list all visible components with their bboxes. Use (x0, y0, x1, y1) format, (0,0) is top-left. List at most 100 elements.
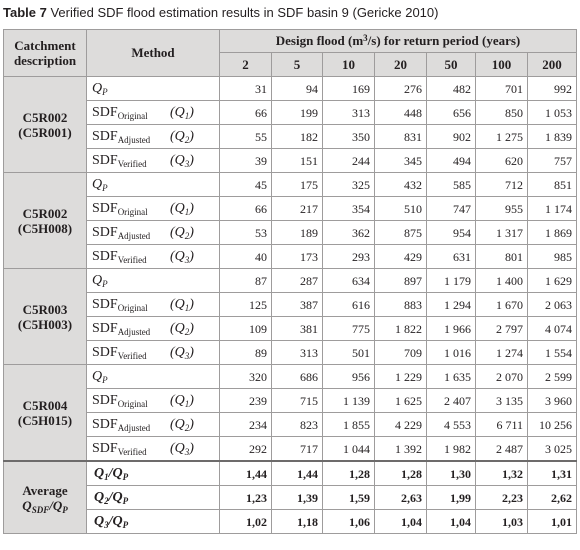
method-sub: Verified (117, 158, 147, 169)
method-symbol: (Q2) (170, 416, 194, 433)
average-row: Q3/QP 1,02 1,18 1,06 1,04 1,04 1,03 1,01 (4, 509, 578, 534)
value-cell: 1 044 (322, 436, 375, 462)
value-cell: 709 (374, 340, 427, 365)
design-flood-header: Design flood (m3/s) for return period (y… (218, 29, 578, 53)
method-symbol: (Q3) (170, 344, 194, 361)
table-row: SDFOriginal (Q1) 66 199 313 448 656 850 1 053 (4, 100, 578, 125)
method-label: SDFOriginal (92, 200, 148, 217)
table-row: C5R002 (C5H008) QP 45 175 325 432 585 712 851 (3, 172, 578, 269)
value-cell: 883 (374, 292, 427, 317)
ratio-num-sub: 2 (104, 495, 109, 506)
value-cell: 287 (271, 268, 323, 293)
value-cell: 345 (374, 148, 427, 173)
value-cell: 313 (322, 100, 375, 125)
method-label: SDFVerified (92, 344, 147, 361)
method-cell: SDFOriginal (Q1) (86, 292, 220, 317)
method-label: SDFVerified (92, 248, 147, 265)
ratio-value-cell: 1,32 (475, 460, 528, 486)
value-cell: 686 (271, 364, 323, 389)
table-row: C5R002 (C5R001) QP 31 94 169 276 482 701 992 (3, 76, 578, 173)
return-period-header: 50 (426, 52, 476, 77)
return-period-header: 100 (475, 52, 528, 77)
ratio-den-sub: P (122, 471, 129, 482)
value-cell: 1 670 (475, 292, 528, 317)
method-main: QP (92, 176, 108, 193)
method-sub: Verified (117, 350, 147, 361)
value-cell: 2 407 (426, 388, 476, 413)
table-row: C5R004 (C5H015) QP 320 686 956 1 229 1 635 2 070… (3, 364, 578, 462)
method-symbol-sub: 3 (184, 158, 190, 169)
return-period-header: 20 (374, 52, 427, 77)
ratio-value-cell: 2,62 (526, 485, 578, 510)
ratio-value-cell: 2,63 (374, 485, 427, 510)
value-cell: 4 229 (374, 412, 427, 437)
method-sub: Original (117, 398, 148, 409)
value-cell: 182 (271, 124, 323, 149)
method-symbol-sub: 2 (184, 422, 190, 433)
method-main: QP (92, 368, 108, 385)
value-cell: 631 (426, 244, 476, 269)
value-cell: 293 (322, 244, 375, 269)
value-cell: 656 (426, 100, 476, 125)
value-cell: 173 (271, 244, 323, 269)
value-cell: 10 256 (526, 412, 578, 437)
method-cell: SDFAdjusted (Q2) (86, 412, 220, 437)
ratio-value-cell: 1,18 (271, 509, 323, 534)
value-cell: 362 (322, 220, 375, 245)
average-ratio-sub2: P (62, 504, 68, 515)
method-sub: P (102, 278, 108, 289)
method-sub: Original (117, 110, 148, 121)
ratio-value-cell: 1,06 (322, 509, 375, 534)
value-cell: 1 554 (526, 340, 578, 365)
ratio-cell: Q1/QP (86, 460, 220, 486)
method-cell: SDFOriginal (Q1) (86, 100, 220, 125)
method-label: SDFVerified (92, 440, 147, 457)
value-cell: 151 (271, 148, 323, 173)
value-cell: 620 (475, 148, 528, 173)
value-cell: 1 274 (475, 340, 528, 365)
value-cell: 1 982 (426, 436, 476, 462)
value-cell: 432 (374, 172, 427, 197)
method-symbol-sub: 2 (184, 134, 190, 145)
ratio-value-cell: 1,30 (426, 460, 476, 486)
method-sub: P (102, 374, 108, 385)
value-cell: 510 (374, 196, 427, 221)
average-row: Q2/QP 1,23 1,39 1,59 2,63 1,99 2,23 2,62 (4, 485, 578, 510)
value-cell: 715 (271, 388, 323, 413)
value-cell: 2 599 (526, 364, 578, 389)
value-cell: 217 (271, 196, 323, 221)
ratio-num-sub: 3 (104, 519, 109, 530)
method-cell: QP (86, 364, 220, 389)
value-cell: 292 (219, 436, 272, 462)
value-cell: 109 (219, 316, 272, 341)
value-cell: 66 (219, 100, 272, 125)
value-cell: 350 (322, 124, 375, 149)
method-cell: SDFVerified (Q3) (86, 244, 220, 269)
value-cell: 875 (374, 220, 427, 245)
catchment-alt: (C5R001) (18, 124, 72, 140)
value-cell: 55 (219, 124, 272, 149)
value-cell: 701 (475, 76, 528, 101)
value-cell: 1 317 (475, 220, 528, 245)
catchment-name: C5R004 (22, 397, 68, 413)
method-cell: QP (86, 172, 220, 197)
method-symbol: (Q1) (170, 200, 194, 217)
method-sub: Adjusted (117, 134, 151, 145)
value-cell: 175 (271, 172, 323, 197)
value-cell: 501 (322, 340, 375, 365)
value-cell: 985 (526, 244, 578, 269)
value-cell: 387 (271, 292, 323, 317)
table-row: SDFOriginal (Q1) 239 715 1 139 1 625 2 407 3 13… (4, 388, 578, 413)
value-cell: 31 (219, 76, 272, 101)
value-cell: 850 (475, 100, 528, 125)
value-cell: 4 553 (426, 412, 476, 437)
table-row: SDFOriginal (Q1) 125 387 616 883 1 294 1 670 2 0… (4, 292, 578, 317)
value-cell: 1 629 (526, 268, 578, 293)
catchment-name: C5R002 (22, 205, 68, 221)
value-cell: 276 (374, 76, 427, 101)
value-cell: 320 (219, 364, 272, 389)
method-cell: SDFAdjusted (Q2) (86, 316, 220, 341)
value-cell: 89 (219, 340, 272, 365)
average-label-cell: Average QSDF/QP (3, 460, 87, 534)
value-cell: 87 (219, 268, 272, 293)
